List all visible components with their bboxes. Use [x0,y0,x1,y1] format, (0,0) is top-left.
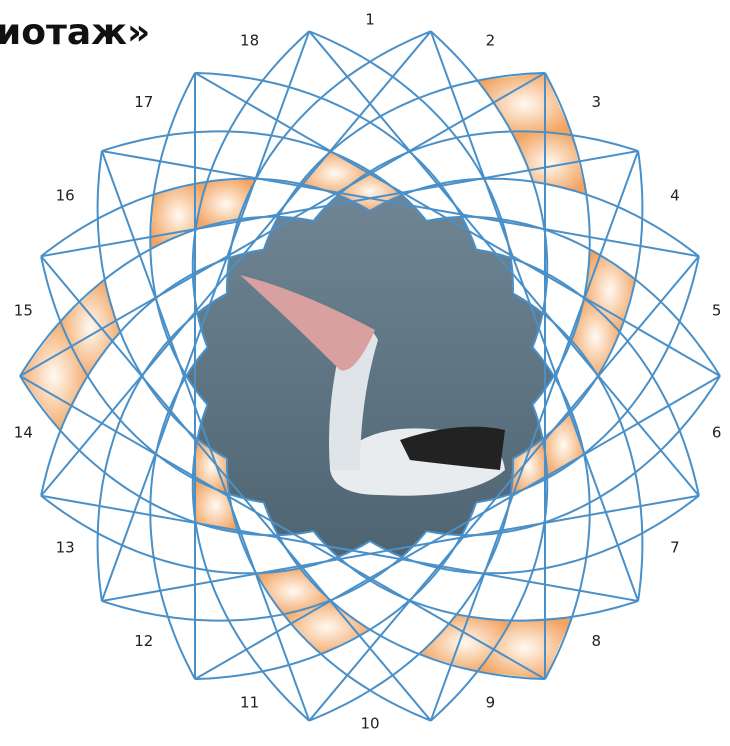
clue-number: 16 [56,187,75,205]
clue-number: 8 [591,632,601,650]
clue-number: 6 [712,424,722,442]
clue-number: 18 [240,32,259,50]
clue-number: 5 [712,301,722,319]
clue-number: 7 [670,539,680,557]
clue-number: 2 [486,32,496,50]
water [186,195,553,557]
clue-number: 17 [134,93,153,111]
center-photo [186,195,553,557]
crossword-rosette: иотаж» 123456789101112131415161718 [0,0,730,746]
clue-number: 13 [56,539,75,557]
clue-number: 14 [14,424,33,442]
clue-number: 9 [486,693,496,711]
clue-number: 3 [591,93,601,111]
clue-number: 12 [134,632,153,650]
clue-number: 1 [365,11,375,29]
puzzle-title: иотаж» [0,12,150,53]
clue-number: 11 [240,693,259,711]
page: {"header": {"title": "иотаж»"}, "puzzle"… [0,0,730,746]
clue-number: 10 [360,715,379,733]
clue-number: 4 [670,187,680,205]
clue-number: 15 [14,301,33,319]
